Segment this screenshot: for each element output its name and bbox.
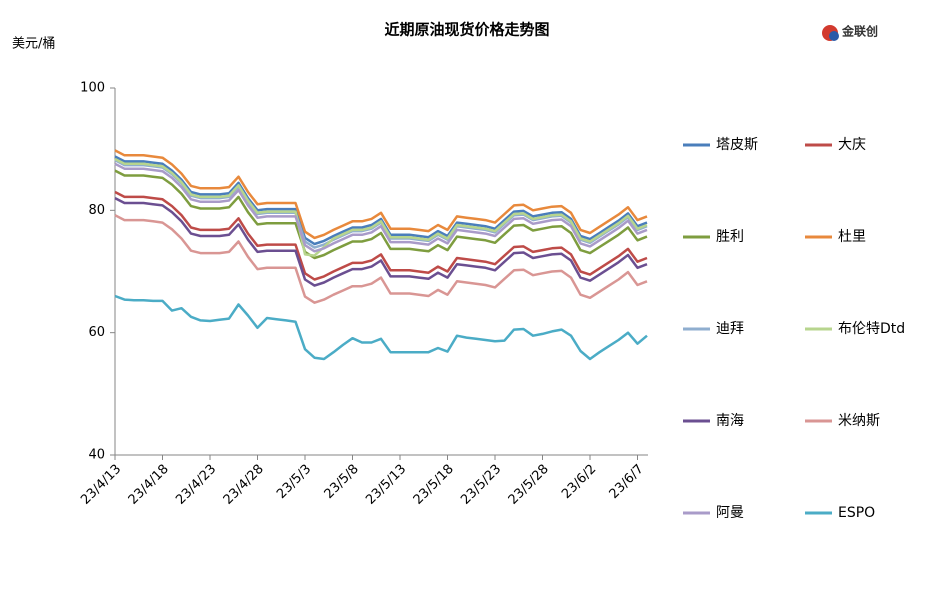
y-tick-label: 60 [88,325,105,340]
logo-icon [829,31,839,41]
series-line [114,155,648,246]
y-axis-label: 美元/桶 [12,37,55,52]
legend-label: 阿曼 [716,505,744,521]
x-tick-label: 23/4/18 [126,462,172,508]
series-line [114,294,648,361]
legend-label: 米纳斯 [838,413,880,429]
series-line [114,190,648,281]
legend-label: 南海 [716,413,744,429]
x-tick-label: 23/5/3 [274,462,314,502]
legend-label: 胜利 [716,229,744,245]
logo-text: 金联创 [841,24,878,39]
series-line [114,169,648,260]
y-tick-label: 100 [80,81,105,96]
series-line [114,162,648,253]
y-tick-label: 80 [88,203,105,218]
y-tick-label: 40 [88,448,105,463]
series-line [114,149,648,240]
x-tick-label: 23/5/18 [411,462,457,508]
x-tick-label: 23/4/13 [78,462,124,508]
logo: 金联创 [822,24,878,41]
chart-title: 近期原油现货价格走势图 [384,21,549,39]
legend-label: 迪拜 [716,321,744,337]
x-tick-label: 23/4/23 [173,462,219,508]
x-tick-label: 23/5/13 [363,462,409,508]
series-line [114,214,648,304]
x-tick-label: 23/5/23 [458,462,504,508]
legend-label: 布伦特Dtd [838,321,905,337]
legend-label: 大庆 [838,137,866,153]
x-tick-label: 23/6/2 [559,462,599,502]
x-tick-label: 23/4/28 [221,462,267,508]
x-tick-label: 23/5/8 [322,462,362,502]
series-line [114,157,648,257]
legend-label: 塔皮斯 [716,137,758,153]
series-line [114,196,648,287]
x-tick-label: 23/6/7 [607,462,647,502]
x-tick-label: 23/5/28 [506,462,552,508]
legend-label: ESPO [838,505,875,521]
legend-label: 杜里 [838,229,866,245]
